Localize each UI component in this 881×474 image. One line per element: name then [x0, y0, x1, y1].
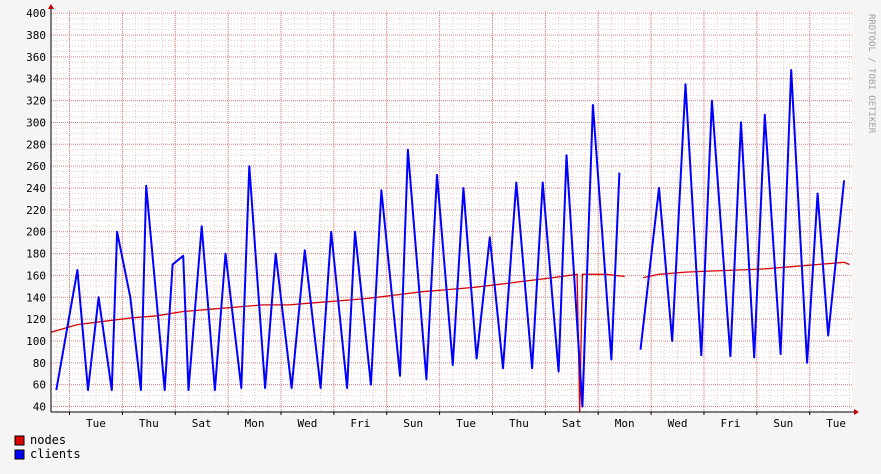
x-tick-label: Sat: [562, 417, 582, 430]
y-tick-label: 240: [26, 182, 46, 195]
y-tick-label: 380: [26, 29, 46, 42]
x-tick-label: Wed: [297, 417, 317, 430]
y-tick-label: 120: [26, 313, 46, 326]
y-tick-label: 280: [26, 138, 46, 151]
x-tick-label: Tue: [456, 417, 476, 430]
y-axis-tick-labels: 40 60 80 100 120 140 160 180 200 220 240 260 280 300 3…: [26, 7, 46, 413]
x-axis-arrow: [854, 409, 859, 415]
legend-item-clients: clients: [14, 447, 81, 461]
series-layer: [50, 69, 850, 413]
x-tick-label: Tue: [826, 417, 846, 430]
y-tick-label: 220: [26, 204, 46, 217]
x-tick-label: Sun: [773, 417, 793, 430]
x-tick-label: Wed: [668, 417, 688, 430]
y-tick-label: 80: [33, 357, 46, 370]
x-tick-label: Tue: [86, 417, 106, 430]
series-line-nodes: [50, 261, 850, 413]
x-tick-label: Mon: [615, 417, 635, 430]
y-axis-arrow: [48, 4, 54, 9]
x-axis-tick-labels: Tue Thu Sat Mon Wed Fri Sun Tue Thu Sat Mon Wed Fri S…: [86, 417, 846, 430]
x-tick-label: Fri: [350, 417, 370, 430]
y-tick-label: 260: [26, 160, 46, 173]
x-tick-label: Thu: [139, 417, 159, 430]
x-tick-label: Fri: [720, 417, 740, 430]
y-tick-label: 180: [26, 248, 46, 261]
y-tick-label: 100: [26, 335, 46, 348]
axes: [48, 4, 859, 415]
y-tick-label: 320: [26, 95, 46, 108]
y-tick-label: 400: [26, 7, 46, 20]
y-tick-label: 60: [33, 379, 46, 392]
legend-label-clients: clients: [30, 447, 81, 461]
y-tick-label: 160: [26, 269, 46, 282]
series-line-clients: [55, 69, 846, 408]
x-tick-label: Sat: [192, 417, 212, 430]
y-tick-label: 300: [26, 116, 46, 129]
y-tick-label: 40: [33, 401, 46, 414]
x-tick-label: Thu: [509, 417, 529, 430]
y-tick-label: 340: [26, 73, 46, 86]
legend-swatch-nodes: [14, 435, 25, 446]
legend-item-nodes: nodes: [14, 433, 66, 447]
y-tick-label: 200: [26, 226, 46, 239]
legend-label-nodes: nodes: [30, 433, 66, 447]
x-tick-label: Sun: [403, 417, 423, 430]
y-tick-label: 140: [26, 291, 46, 304]
y-tick-label: 360: [26, 51, 46, 64]
legend-swatch-clients: [14, 449, 25, 460]
watermark: RRDTOOL / TOBI OETIKER: [866, 14, 876, 134]
grid-major: [51, 11, 852, 412]
x-tick-label: Mon: [245, 417, 265, 430]
grid-minor: [51, 11, 852, 412]
legend: nodes clients: [14, 433, 81, 461]
